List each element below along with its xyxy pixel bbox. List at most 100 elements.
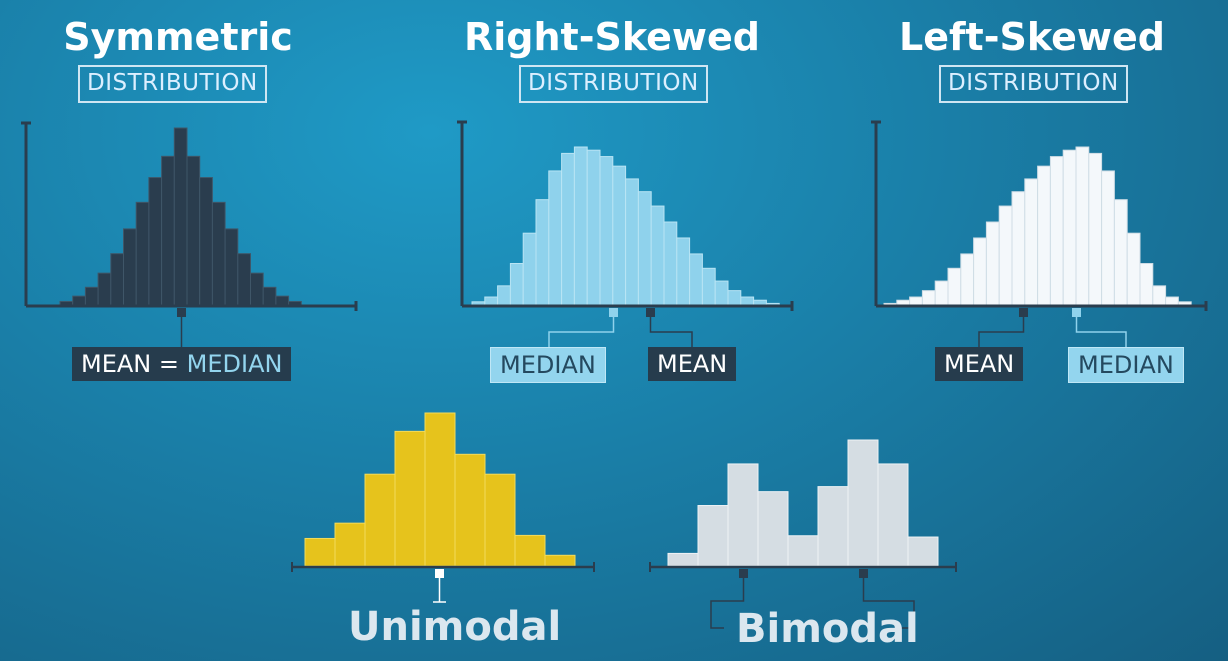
unimodal-label: Unimodal — [348, 604, 562, 650]
left-skewed-median-tag: MEDIAN — [1068, 347, 1184, 383]
right-skewed-mean-marker — [646, 308, 655, 317]
right-skewed-bar-10 — [586, 149, 601, 306]
right-skewed-bar-14 — [637, 191, 652, 306]
symmetric-bar-4 — [97, 272, 112, 306]
symmetric-bar-3 — [84, 286, 99, 306]
left-skewed-bar-18 — [1101, 170, 1115, 306]
bimodal-peak-marker-2 — [859, 569, 868, 578]
left-skewed-chart — [871, 120, 1208, 348]
left-skewed-bar-10 — [998, 205, 1013, 306]
right-skewed-chart — [457, 120, 794, 348]
right-skewed-bar-23 — [753, 299, 767, 306]
right-skewed-bar-19 — [701, 267, 716, 306]
right-skewed-bar-11 — [599, 156, 614, 306]
bimodal-bar-9 — [907, 536, 939, 567]
left-skewed-bar-15 — [1062, 149, 1077, 306]
bimodal-leader-2 — [862, 578, 915, 629]
right-skewed-mean-leader — [649, 317, 693, 348]
symmetric-median-label: MEDIAN — [186, 350, 283, 378]
right-skewed-bar-3 — [497, 285, 511, 306]
symmetric-bar-16 — [250, 272, 264, 306]
left-skewed-bar-23 — [1165, 296, 1179, 306]
symmetric-bar-9 — [161, 155, 175, 306]
symmetric-subtitle: DISTRIBUTION — [78, 65, 267, 103]
right-skewed-bar-8 — [561, 152, 575, 306]
bimodal-bar-5 — [787, 535, 819, 567]
bimodal-label: Bimodal — [736, 606, 919, 652]
symmetric-bar-14 — [224, 228, 239, 306]
left-skewed-mean-tag: MEAN — [935, 347, 1024, 381]
symmetric-bar-12 — [199, 177, 213, 306]
right-skewed-bar-16 — [663, 221, 678, 306]
right-skewed-bar-22 — [740, 296, 755, 306]
right-skewed-bar-9 — [573, 146, 588, 306]
unimodal-bar-4 — [394, 430, 426, 567]
unimodal-bar-3 — [364, 473, 396, 567]
left-skewed-bar-7 — [960, 253, 975, 306]
bimodal-bar-7 — [847, 439, 879, 567]
left-skewed-bar-9 — [985, 221, 1000, 306]
bimodal-bar-6 — [817, 486, 849, 567]
left-skewed-bar-22 — [1152, 285, 1167, 306]
symmetric-bar-15 — [237, 253, 252, 306]
symmetric-bar-2 — [72, 295, 86, 306]
right-skewed-bar-21 — [727, 290, 742, 306]
left-skewed-bar-21 — [1139, 263, 1154, 306]
right-skewed-bar-4 — [509, 263, 524, 306]
left-skewed-bar-2 — [896, 299, 911, 306]
symmetric-mean-label: MEAN — [81, 350, 152, 378]
unimodal-bar-1 — [304, 537, 336, 567]
left-skewed-title: Left-Skewed — [899, 15, 1165, 59]
bimodal-peak-marker-1 — [739, 569, 748, 578]
symmetric-bar-5 — [110, 253, 125, 306]
left-skewed-mean-marker — [1019, 308, 1028, 317]
bimodal-bar-4 — [757, 491, 789, 567]
right-skewed-bar-18 — [689, 253, 703, 306]
symmetric-bar-1 — [59, 300, 74, 306]
left-skewed-bar-11 — [1011, 191, 1026, 306]
symmetric-bar-11 — [186, 155, 201, 306]
right-skewed-title: Right-Skewed — [464, 15, 760, 59]
unimodal-chart — [291, 412, 595, 603]
right-skewed-bar-12 — [612, 165, 627, 306]
symmetric-bar-10 — [173, 127, 188, 306]
bimodal-bar-1 — [667, 552, 699, 567]
right-skewed-bar-20 — [714, 280, 729, 306]
left-skewed-bar-6 — [947, 267, 962, 306]
right-skewed-median-marker — [609, 308, 618, 317]
right-skewed-subtitle: DISTRIBUTION — [519, 65, 708, 103]
bimodal-chart — [649, 439, 957, 629]
right-skewed-bar-7 — [548, 170, 563, 306]
unimodal-peak-marker — [435, 569, 444, 578]
unimodal-bar-2 — [334, 522, 366, 567]
bimodal-bar-3 — [727, 463, 759, 567]
unimodal-bar-6 — [454, 453, 486, 567]
unimodal-bar-9 — [544, 554, 576, 567]
left-skewed-bar-13 — [1037, 165, 1051, 306]
left-skewed-subtitle: DISTRIBUTION — [939, 65, 1128, 103]
left-skewed-bar-16 — [1075, 146, 1090, 306]
left-skewed-bar-5 — [934, 280, 949, 306]
right-skewed-median-leader — [548, 317, 615, 348]
unimodal-bar-5 — [424, 412, 456, 567]
symmetric-chart — [21, 121, 358, 348]
symmetric-bar-17 — [262, 286, 277, 306]
symmetric-title: Symmetric — [63, 15, 293, 59]
right-skewed-bar-17 — [676, 237, 691, 306]
right-skewed-mean-tag: MEAN — [648, 347, 737, 381]
symmetric-center-marker — [177, 308, 186, 317]
right-skewed-bar-5 — [522, 232, 537, 306]
left-skewed-bar-3 — [909, 296, 923, 306]
left-skewed-mean-leader — [978, 317, 1025, 348]
symmetric-equals-sign: = — [158, 350, 179, 378]
left-skewed-bar-19 — [1113, 199, 1128, 306]
right-skewed-median-tag: MEDIAN — [490, 347, 606, 383]
symmetric-mean-median-tag: MEAN = MEDIAN — [72, 347, 292, 381]
unimodal-bar-7 — [484, 473, 516, 567]
right-skewed-bar-6 — [535, 199, 550, 306]
bimodal-bar-2 — [697, 505, 729, 567]
left-skewed-median-marker — [1072, 308, 1081, 317]
symmetric-bar-13 — [211, 201, 226, 306]
bimodal-leader-1 — [710, 578, 745, 629]
